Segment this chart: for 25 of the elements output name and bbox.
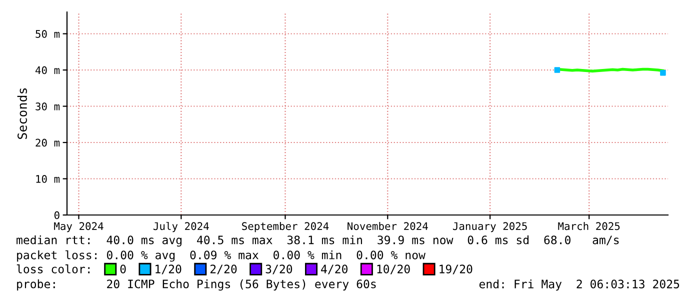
x-tick-label: September 2024 xyxy=(242,222,329,232)
y-tick-label: 40 m xyxy=(35,66,60,74)
legend-label: 3/20 xyxy=(266,264,292,274)
text: end: Fri May 2 06:03:13 2025 xyxy=(479,279,680,291)
y-tick-label: 30 m xyxy=(36,102,60,110)
legend-title: loss color: xyxy=(16,264,90,274)
text: packet loss: 0.00 % avg 0.09 % max 0.00 % min 0.00 % now xyxy=(17,250,426,262)
legend-label: 19/20 xyxy=(440,264,472,274)
x-tick-label: November 2024 xyxy=(348,222,428,230)
y-axis-title: Seconds xyxy=(17,88,27,139)
x-tick-label: May 2024 xyxy=(54,222,104,232)
legend-label: 10/20 xyxy=(377,264,410,274)
y-tick-label: 0 xyxy=(54,211,60,220)
y-tick-label: 10 m xyxy=(36,175,60,183)
legend-label: 1/20 xyxy=(156,264,182,274)
y-tick-label: 20 m xyxy=(36,138,60,147)
legend-label: 0 xyxy=(120,264,126,274)
x-tick-label: July 2024 xyxy=(153,222,209,232)
x-tick-label: January 2025 xyxy=(452,222,527,232)
legend-label: 2/20 xyxy=(210,264,237,274)
text: median rtt: 40.0 ms avg 40.5 ms max 38.1 ms min 39.9 ms now 0.6 ms sd 68.0 am/s xyxy=(16,235,619,247)
y-tick-label: 50 m xyxy=(36,30,60,38)
legend-label: 4/20 xyxy=(321,264,348,274)
x-tick-label: March 2025 xyxy=(558,222,620,230)
text: probe: 20 ICMP Echo Pings (56 Bytes) every 60s xyxy=(17,279,376,291)
